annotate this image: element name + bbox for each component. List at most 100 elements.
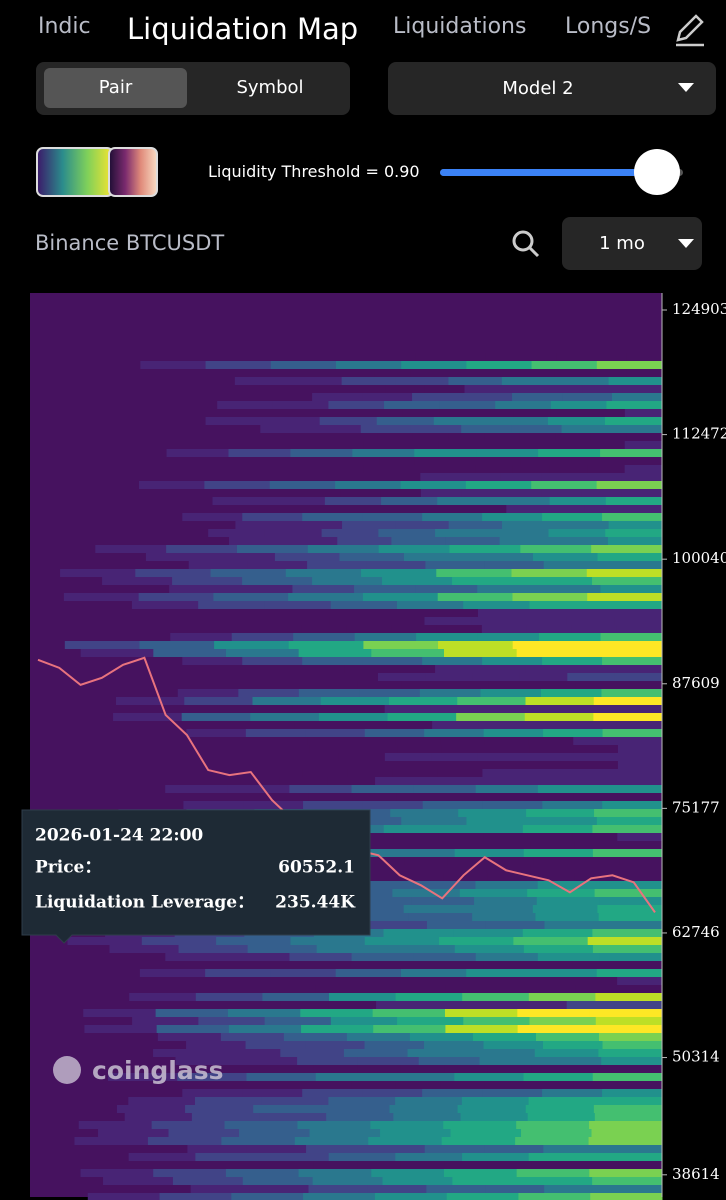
heatmap-cell — [624, 465, 663, 473]
heatmap-cell — [543, 1041, 604, 1049]
heatmap-cell — [401, 817, 467, 825]
heatmap-cell — [604, 417, 663, 425]
heatmap-cell — [269, 481, 336, 489]
heatmap-cell — [389, 505, 429, 513]
heatmap-cell — [592, 577, 663, 585]
heatmap-cell — [616, 625, 663, 633]
tab[interactable]: Liquidations — [393, 14, 527, 39]
heatmap-cell — [482, 1089, 543, 1097]
heatmap-cell — [555, 433, 592, 441]
heatmap-cell — [341, 377, 396, 385]
heatmap-cell — [601, 689, 663, 697]
tab-active[interactable]: Liquidation Map — [127, 12, 359, 46]
heatmap-cell — [581, 489, 623, 497]
heatmap-cell — [576, 857, 620, 865]
dropdown[interactable] — [388, 62, 716, 115]
heatmap-cell — [238, 689, 300, 697]
heatmap-cell — [374, 1193, 448, 1200]
heatmap-cell — [457, 697, 527, 705]
heatmap-cell — [474, 897, 538, 905]
heatmap-cell — [543, 561, 604, 569]
heatmap-cell — [393, 1113, 462, 1121]
heatmap-cell — [195, 993, 263, 1001]
heatmap-cell — [353, 761, 399, 769]
heatmap-cell — [210, 569, 287, 577]
caret — [678, 83, 694, 92]
slider-knob[interactable] — [634, 149, 680, 195]
heatmap-cell — [259, 1113, 327, 1121]
heatmap-cell — [532, 985, 576, 993]
heatmap-cell — [467, 505, 507, 513]
heatmap-cell — [242, 513, 303, 521]
heatmap-cell — [228, 1025, 302, 1033]
heatmap-cell — [182, 657, 243, 665]
heatmap-cell — [367, 1185, 427, 1193]
heatmap-cell — [522, 825, 593, 833]
heatmap-cell — [355, 865, 400, 873]
heatmap-cell — [338, 705, 386, 713]
heatmap-cell — [541, 473, 582, 481]
watermark-text: coinglass — [92, 1056, 223, 1085]
heatmap-cell — [212, 497, 270, 505]
heatmap-cell — [482, 977, 528, 985]
heatmap-cell — [554, 369, 591, 377]
heatmap-cell — [422, 801, 484, 809]
heatmap-cell — [598, 1049, 663, 1057]
heatmap-cell — [339, 553, 405, 561]
heatmap-cell — [597, 553, 663, 561]
heatmap-cell — [247, 561, 308, 569]
heatmap-cell — [400, 465, 439, 473]
palette-option[interactable] — [36, 147, 114, 197]
heatmap-cell — [437, 977, 484, 985]
heatmap-cell — [602, 513, 663, 521]
toggle-option[interactable]: Symbol — [236, 77, 304, 98]
palette-option[interactable] — [108, 147, 158, 197]
edit-icon[interactable] — [670, 12, 710, 48]
heatmap-cell — [330, 1017, 398, 1025]
heatmap-cell — [600, 633, 663, 641]
dropdown[interactable] — [562, 217, 702, 270]
heatmap-cell — [624, 409, 663, 417]
heatmap-cell — [84, 1025, 158, 1033]
heatmap-cell — [511, 425, 563, 433]
heatmap-cell — [348, 897, 412, 905]
heatmap-cell — [446, 1193, 519, 1200]
heatmap-cell — [318, 713, 389, 721]
heatmap-cell — [302, 513, 363, 521]
heatmap-cell — [423, 1001, 472, 1009]
heatmap-cell — [159, 1193, 232, 1200]
heatmap-cell — [617, 833, 663, 841]
heatmap-cell — [264, 1017, 332, 1025]
heatmap-cell — [595, 1153, 663, 1161]
heatmap-cell — [242, 1177, 314, 1185]
heatmap-cell — [513, 409, 552, 417]
heatmap-cell — [600, 585, 663, 593]
heatmap-cell — [395, 377, 449, 385]
heatmap-cell — [354, 633, 417, 641]
heatmap-cell — [420, 489, 462, 497]
tab[interactable]: Indic — [38, 14, 91, 39]
heatmap-cell — [536, 897, 600, 905]
heatmap-cell — [589, 649, 663, 657]
toggle-option[interactable]: Pair — [44, 68, 187, 108]
heatmap-cell — [330, 673, 379, 681]
heatmap-cell — [391, 537, 447, 545]
heatmap-cell — [345, 385, 386, 393]
heatmap-cell — [368, 921, 428, 929]
heatmap-cell — [528, 993, 596, 1001]
heatmap-cell — [615, 753, 663, 761]
heatmap-cell — [448, 433, 485, 441]
heatmap-cell — [454, 945, 525, 953]
heatmap-cell — [483, 729, 544, 737]
heatmap-cell — [485, 457, 522, 465]
heatmap-cell — [438, 441, 477, 449]
heatmap-cell — [288, 641, 364, 649]
heatmap-cell — [553, 537, 609, 545]
search-icon[interactable] — [510, 228, 542, 260]
tab[interactable]: Longs/S — [565, 14, 652, 39]
heatmap-cell — [283, 537, 338, 545]
heatmap-cell — [605, 529, 663, 537]
heatmap-cell — [386, 609, 433, 617]
heatmap-cell — [550, 441, 588, 449]
heatmap-cell — [545, 505, 585, 513]
